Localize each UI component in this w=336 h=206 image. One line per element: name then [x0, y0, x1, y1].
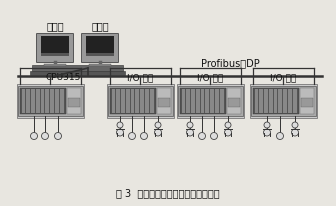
Circle shape: [199, 132, 206, 139]
Circle shape: [186, 129, 194, 136]
Bar: [86, 36, 114, 56]
Bar: [145, 89, 149, 113]
Bar: [16, 84, 84, 118]
Bar: [67, 88, 81, 114]
Bar: [191, 89, 195, 113]
Circle shape: [54, 132, 61, 139]
Bar: [36, 89, 40, 113]
Bar: [41, 89, 44, 113]
Bar: [219, 89, 223, 113]
Bar: [210, 89, 214, 113]
Circle shape: [292, 122, 298, 128]
Text: CPU315: CPU315: [45, 73, 80, 82]
Circle shape: [263, 129, 270, 136]
Text: Profibus－DP: Profibus－DP: [201, 58, 259, 68]
Bar: [251, 86, 316, 116]
Circle shape: [264, 122, 270, 128]
Bar: [157, 88, 170, 114]
Text: 上位机: 上位机: [46, 21, 64, 31]
Bar: [50, 89, 54, 113]
Bar: [17, 86, 83, 116]
Bar: [68, 98, 80, 107]
Bar: [44, 63, 66, 66]
Text: I/O 模块: I/O 模块: [197, 73, 223, 82]
Circle shape: [225, 122, 231, 128]
Bar: [59, 89, 64, 113]
Bar: [110, 88, 156, 114]
Circle shape: [117, 129, 124, 136]
Bar: [293, 89, 296, 113]
Bar: [126, 89, 130, 113]
Bar: [86, 53, 114, 56]
Bar: [45, 89, 49, 113]
Bar: [274, 89, 278, 113]
Text: I/O 模块: I/O 模块: [127, 73, 153, 82]
Bar: [158, 98, 169, 107]
Bar: [89, 63, 111, 66]
Circle shape: [128, 132, 135, 139]
Bar: [26, 89, 30, 113]
Circle shape: [187, 122, 193, 128]
Bar: [250, 84, 317, 118]
Circle shape: [224, 129, 232, 136]
Bar: [259, 89, 263, 113]
Bar: [300, 88, 313, 114]
Bar: [201, 89, 205, 113]
Bar: [252, 88, 299, 114]
Circle shape: [31, 132, 38, 139]
Bar: [41, 53, 69, 56]
Bar: [254, 89, 258, 113]
Bar: [186, 89, 190, 113]
Circle shape: [155, 122, 161, 128]
Bar: [227, 88, 241, 114]
Bar: [121, 89, 125, 113]
Bar: [264, 89, 268, 113]
Bar: [228, 98, 240, 107]
Text: 图 3  井下胶带监控系统的硬件结构图: 图 3 井下胶带监控系统的硬件结构图: [116, 188, 220, 198]
Text: 上位机: 上位机: [91, 21, 109, 31]
Bar: [176, 84, 244, 118]
Bar: [150, 89, 154, 113]
Bar: [140, 89, 144, 113]
Circle shape: [210, 132, 217, 139]
Bar: [269, 89, 273, 113]
Circle shape: [277, 132, 284, 139]
Bar: [181, 89, 185, 113]
Bar: [215, 89, 219, 113]
Bar: [288, 89, 292, 113]
Bar: [130, 89, 134, 113]
FancyBboxPatch shape: [37, 34, 74, 62]
Bar: [107, 84, 173, 118]
Bar: [112, 89, 116, 113]
Bar: [108, 86, 172, 116]
Bar: [55, 89, 59, 113]
Bar: [196, 89, 200, 113]
Bar: [283, 89, 287, 113]
Bar: [22, 89, 26, 113]
Text: I/O 模块: I/O 模块: [270, 73, 296, 82]
Circle shape: [140, 132, 148, 139]
Bar: [41, 36, 69, 56]
Bar: [116, 89, 120, 113]
Circle shape: [155, 129, 162, 136]
Bar: [19, 88, 66, 114]
Bar: [31, 89, 35, 113]
Bar: [179, 88, 226, 114]
Circle shape: [42, 132, 48, 139]
Bar: [205, 89, 209, 113]
Bar: [278, 89, 282, 113]
Circle shape: [117, 122, 123, 128]
Bar: [30, 71, 125, 75]
Bar: [32, 65, 123, 71]
Bar: [177, 86, 243, 116]
Circle shape: [292, 129, 298, 136]
FancyBboxPatch shape: [82, 34, 119, 62]
Bar: [135, 89, 139, 113]
Bar: [301, 98, 312, 107]
